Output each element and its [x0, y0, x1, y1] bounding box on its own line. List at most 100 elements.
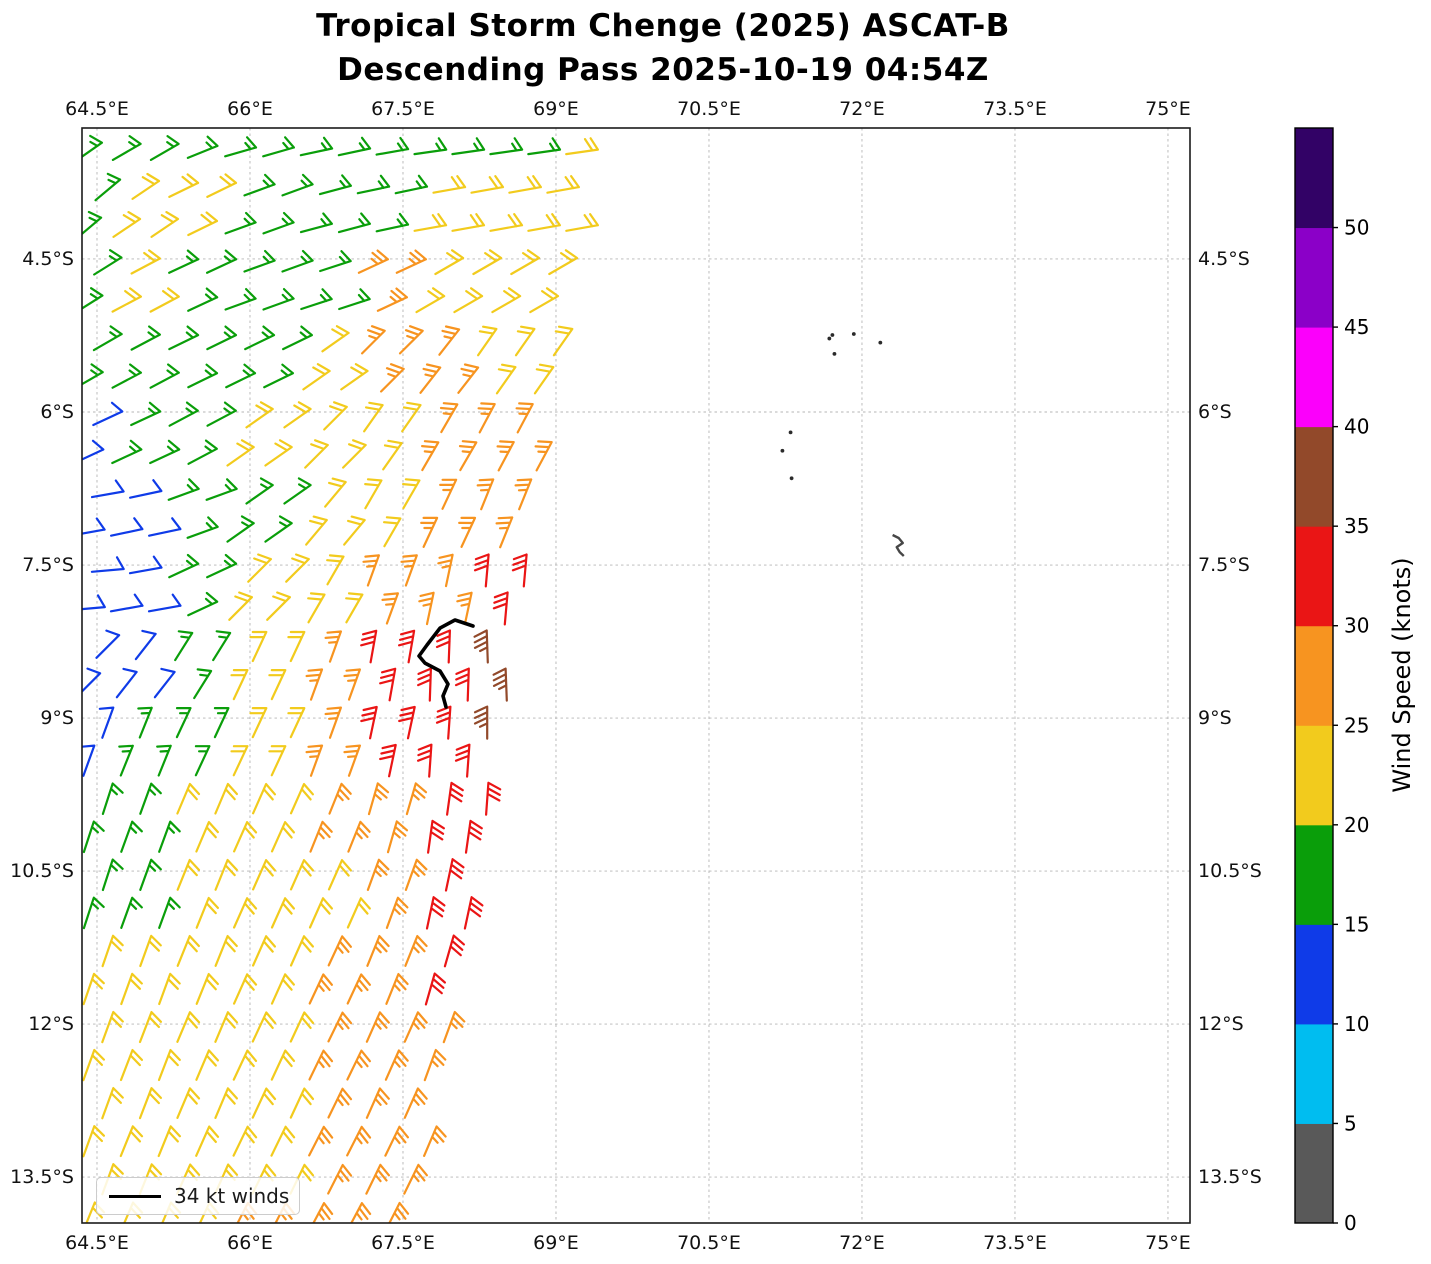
wind-barb	[424, 972, 446, 1006]
wind-barb	[282, 325, 313, 351]
wind-barb	[454, 667, 470, 702]
wind-barb	[404, 935, 428, 967]
wind-barb	[362, 554, 380, 587]
wind-barb	[383, 516, 402, 548]
island-dot	[789, 476, 794, 481]
wind-barb	[337, 212, 371, 234]
wind-barb	[343, 515, 366, 546]
wind-barb	[82, 1125, 105, 1158]
colorbar-segment	[1295, 426, 1333, 527]
wind-barb	[289, 1011, 315, 1043]
wind-barb	[195, 1125, 220, 1157]
wind-barb	[262, 136, 295, 158]
wind-barb	[150, 211, 180, 238]
wind-barb	[350, 1202, 372, 1223]
wind-barb	[82, 517, 106, 535]
wind-barb	[496, 440, 515, 472]
wind-barb	[158, 820, 181, 853]
wind-barb	[176, 1087, 201, 1119]
wind-barb	[413, 137, 448, 156]
wind-barb	[565, 213, 599, 232]
wind-barb	[233, 821, 258, 853]
wind-barb	[263, 363, 294, 389]
legend-label: 34 kt winds	[174, 1184, 290, 1208]
wind-barb	[186, 135, 219, 159]
wind-barb	[131, 172, 161, 200]
wind-barb	[270, 821, 295, 853]
figure-title-line1: Tropical Storm Chenge (2025) ASCAT-B	[316, 8, 1010, 44]
wind-barb	[510, 249, 541, 276]
colorbar-frame	[1294, 127, 1334, 1224]
wind-barb	[321, 325, 350, 353]
wind-barb	[134, 629, 157, 661]
wind-barb	[464, 819, 483, 854]
wind-barb	[327, 1163, 353, 1195]
wind-barb	[307, 592, 326, 624]
colorbar-segment	[1295, 227, 1333, 328]
wind-barb	[489, 213, 524, 232]
wind-barb	[472, 249, 503, 276]
wind-barb	[252, 859, 276, 891]
wind-barb	[206, 173, 238, 198]
wind-barb	[546, 175, 580, 194]
figure-title-line2: Descending Pass 2025-10-19 04:54Z	[337, 52, 989, 88]
colorbar-tick-label: 10	[1344, 1012, 1369, 1036]
colorbar-segment	[1295, 625, 1333, 726]
wind-barb	[82, 820, 105, 854]
wind-barb	[129, 479, 163, 499]
wind-barb	[473, 705, 489, 740]
wind-barb	[95, 629, 121, 659]
wind-barb	[337, 136, 372, 157]
wind-barb	[212, 630, 232, 662]
wind-barb	[111, 363, 142, 389]
wind-barb	[252, 783, 276, 815]
wind-barb	[453, 287, 484, 314]
wind-barb	[413, 213, 448, 232]
wind-barb	[527, 213, 561, 232]
y-tick-label-left: 6°S	[40, 401, 74, 423]
wind-barb	[93, 249, 123, 276]
colorbar-tick-label: 40	[1344, 415, 1369, 439]
island-dot	[788, 430, 793, 435]
wind-barb	[285, 553, 310, 583]
wind-barb	[119, 1125, 144, 1158]
wind-barb	[268, 745, 287, 777]
wind-barb	[289, 1087, 315, 1119]
wind-barb	[381, 592, 399, 625]
wind-barb	[458, 516, 477, 548]
wind-barb	[158, 896, 181, 929]
wind-barb	[376, 287, 408, 312]
wind-barb	[270, 973, 295, 1005]
wind-barb	[101, 1010, 124, 1044]
wind-barb	[345, 592, 364, 624]
wind-barb	[417, 667, 432, 702]
wind-barb	[176, 858, 200, 891]
y-tick-label-left: 10.5°S	[10, 860, 74, 883]
wind-barb	[194, 745, 211, 777]
wind-barb	[233, 973, 258, 1005]
wind-barb	[243, 249, 276, 273]
wind-barb	[309, 820, 333, 853]
wind-barb	[384, 1049, 409, 1081]
wind-barb	[403, 1163, 428, 1195]
wind-barb	[375, 136, 410, 156]
wind-barb	[214, 1087, 238, 1119]
wind-barb	[101, 1087, 124, 1120]
wind-barb	[283, 401, 312, 429]
x-tick-label-bottom: 75°E	[1145, 1232, 1191, 1254]
wind-barb	[548, 249, 579, 276]
wind-barb	[421, 440, 440, 472]
x-tick-label-bottom: 72°E	[839, 1232, 885, 1254]
wind-barb	[130, 401, 162, 427]
wind-barb	[379, 743, 397, 778]
wind-barb	[300, 288, 333, 311]
wind-barb	[243, 173, 276, 197]
wind-barb	[268, 669, 287, 701]
wind-barb	[451, 213, 486, 232]
wind-barb	[109, 593, 144, 613]
wind-barb	[299, 136, 334, 157]
wind-barb	[425, 896, 446, 930]
wind-barb	[443, 934, 465, 968]
wind-barb	[434, 249, 465, 276]
island-dot	[780, 448, 785, 453]
